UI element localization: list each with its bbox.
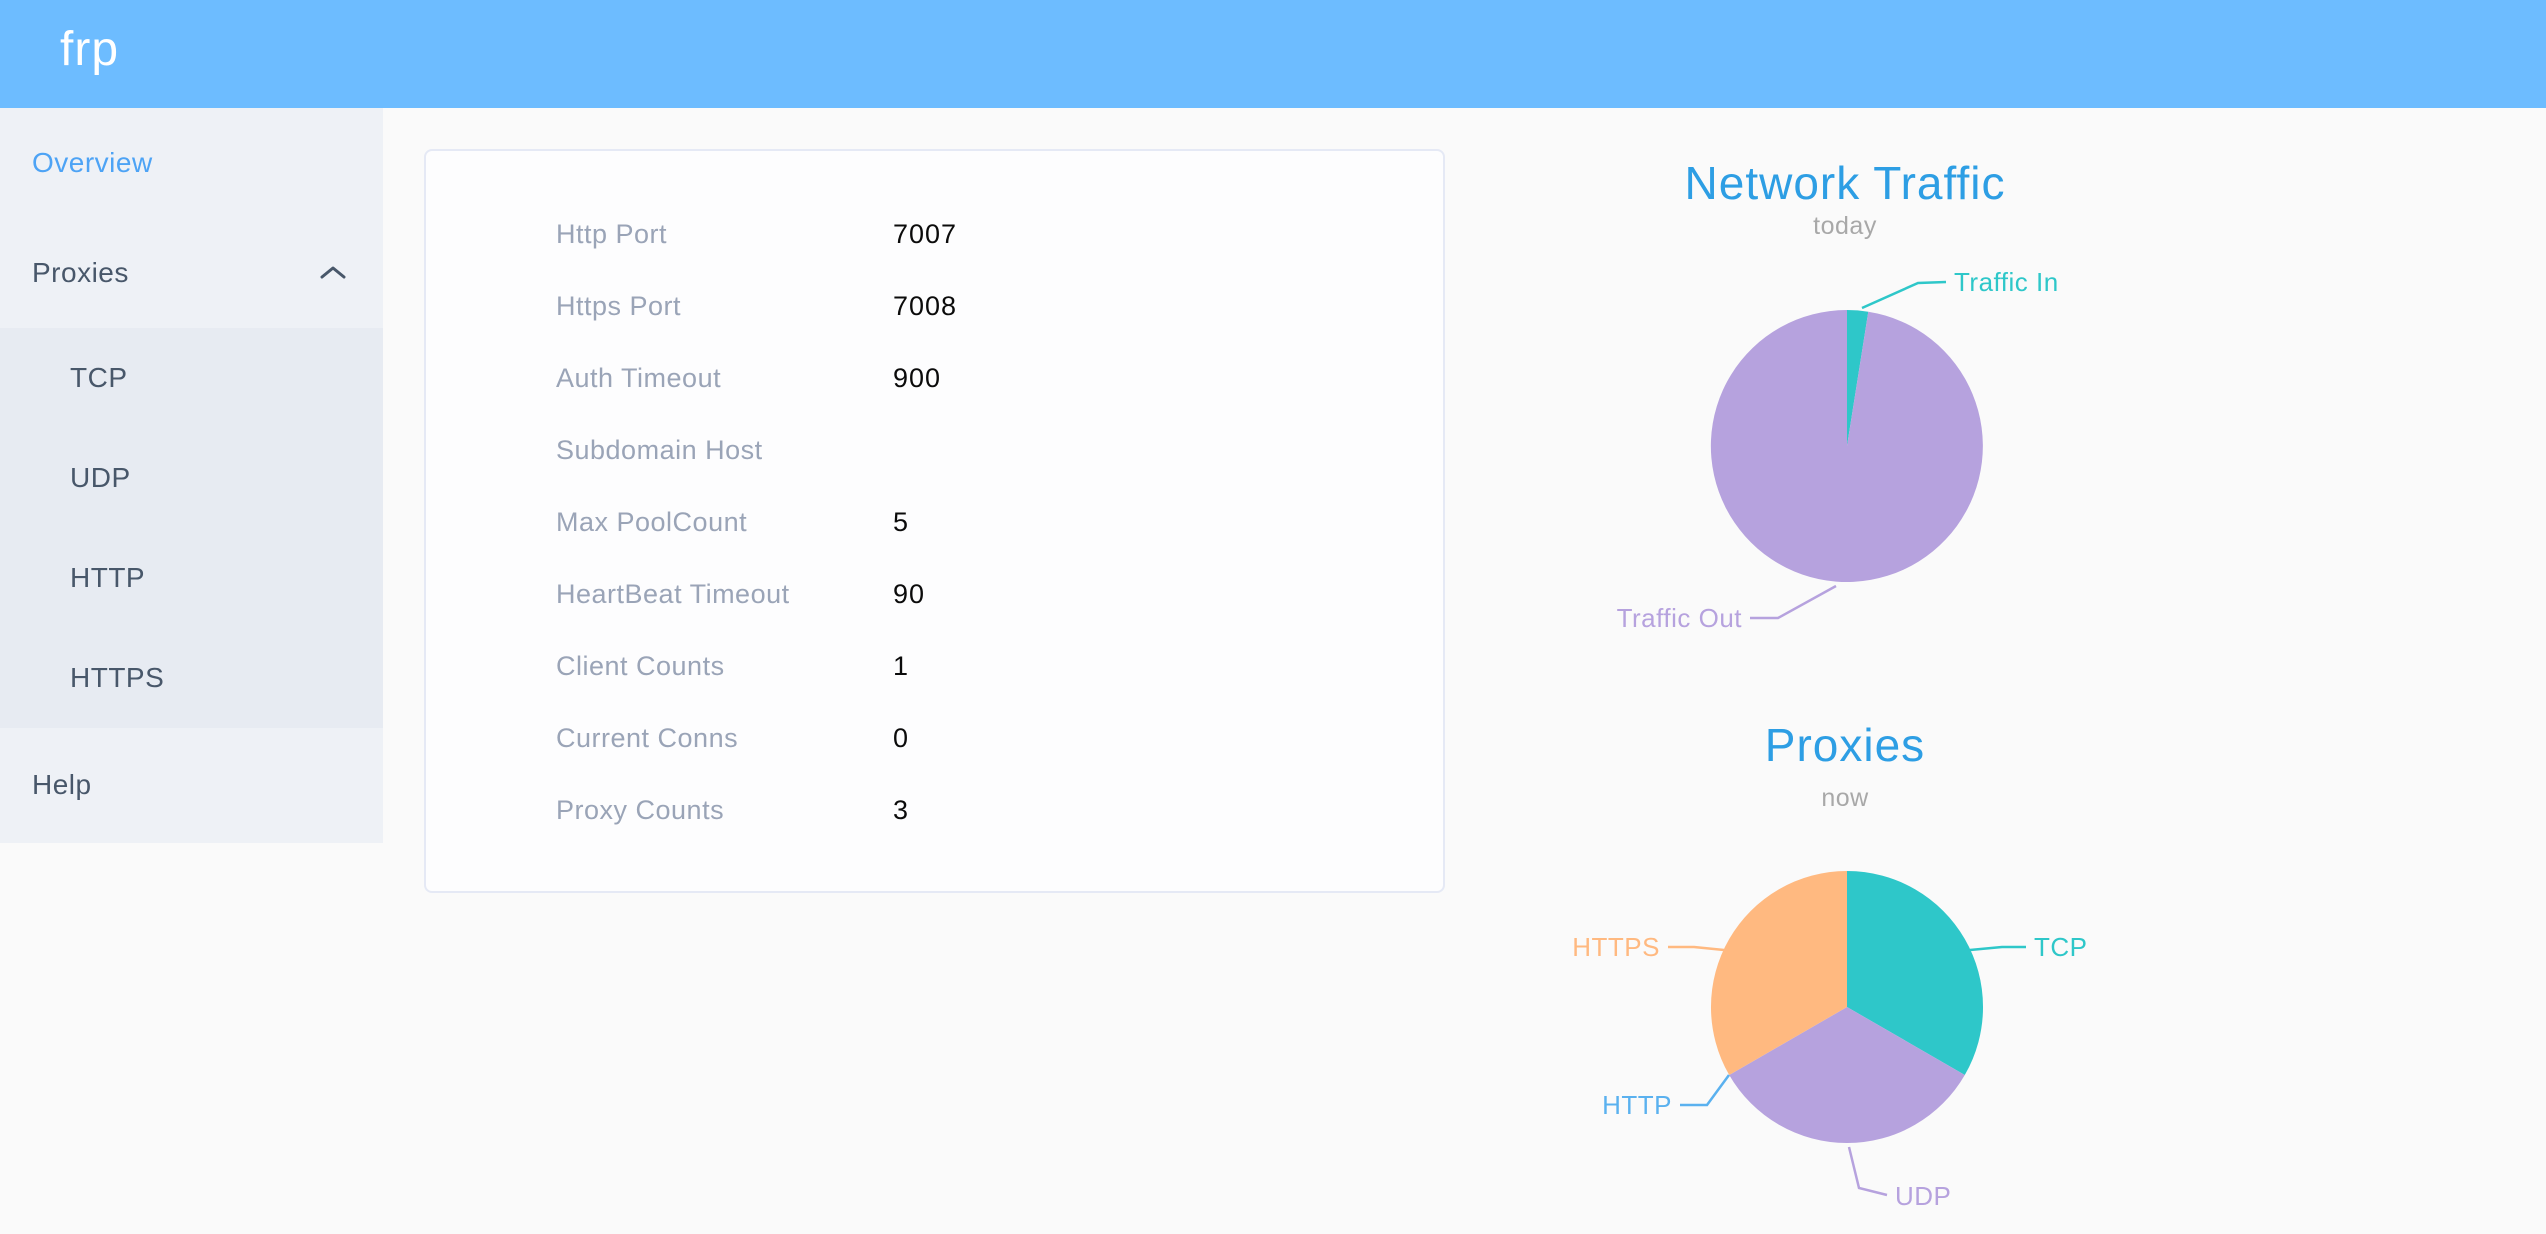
sidebar-item-proxies[interactable]: Proxies	[0, 218, 383, 328]
server-info-card: Http Port 7007 Https Port 7008 Auth Timeout 9…	[424, 149, 1445, 893]
label-leader-line	[1750, 584, 1837, 620]
info-label: HeartBeat Timeout	[556, 579, 790, 609]
table-row: Proxy Counts 3	[426, 774, 1443, 846]
slice-label: Traffic Out	[1617, 603, 1743, 633]
sidebar-item-http[interactable]: HTTP	[70, 562, 146, 593]
info-value: 90	[893, 579, 926, 609]
sidebar-item-proxies-label: Proxies	[32, 257, 129, 288]
app-logo: frp	[60, 23, 120, 76]
pie-slice-traffic-in[interactable]	[1847, 310, 1869, 446]
label-leader-line	[1847, 1146, 1888, 1197]
table-row: Https Port 7008	[426, 270, 1443, 342]
info-label: Max PoolCount	[556, 507, 748, 537]
info-value: 7007	[893, 219, 958, 249]
info-value: 3	[893, 795, 910, 825]
table-row: Http Port 7007	[426, 198, 1443, 270]
slice-label: UDP	[1895, 1181, 1951, 1211]
info-label: Auth Timeout	[556, 363, 722, 393]
slice-label: TCP	[2034, 932, 2088, 962]
info-label: Proxy Counts	[556, 795, 725, 825]
info-label: Http Port	[556, 219, 668, 249]
label-leader-line	[1680, 1074, 1731, 1107]
pie-slice-tcp[interactable]	[1847, 871, 1984, 1075]
sidebar-item-help[interactable]: Help	[32, 769, 92, 800]
chart-title: Network Traffic	[1684, 157, 2006, 209]
info-value: 1	[893, 651, 910, 681]
table-row: Current Conns 0	[426, 702, 1443, 774]
sidebar: Overview Proxies TCP UDP HTTP HTTPS Help	[0, 108, 383, 843]
network-traffic-chart: Network Traffic today Traffic In Traffic …	[1460, 140, 2230, 680]
info-value: 5	[893, 507, 910, 537]
chart-subtitle: today	[1813, 212, 1877, 240]
slice-label: Traffic In	[1954, 267, 2059, 297]
slice-label: HTTP	[1602, 1090, 1672, 1120]
info-label: Https Port	[556, 291, 682, 321]
pie-slice-udp[interactable]	[1729, 1007, 1965, 1144]
table-row: Subdomain Host	[426, 414, 1443, 486]
chevron-up-icon	[319, 218, 347, 328]
server-info-table: Http Port 7007 Https Port 7008 Auth Timeout 9…	[426, 151, 1443, 846]
network-traffic-pie: Traffic In Traffic Out	[1617, 267, 2059, 633]
slice-label: HTTPS	[1572, 932, 1660, 962]
sidebar-item-udp[interactable]: UDP	[70, 462, 131, 493]
table-row: Client Counts 1	[426, 630, 1443, 702]
info-value: 7008	[893, 291, 958, 321]
chart-title: Proxies	[1764, 719, 1926, 771]
pie-slice-traffic-out[interactable]	[1710, 309, 1983, 582]
chart-subtitle: now	[1821, 784, 1869, 812]
info-label: Subdomain Host	[556, 435, 763, 465]
header: frp	[0, 0, 2546, 108]
sidebar-item-https[interactable]: HTTPS	[70, 662, 165, 693]
proxies-submenu: TCP UDP HTTP HTTPS	[0, 328, 383, 728]
proxies-pie: TCP UDP HTTP HTTPS	[1572, 871, 2088, 1211]
info-value: 0	[893, 723, 910, 753]
label-leader-line	[1861, 280, 1947, 310]
label-leader-line	[1969, 945, 2026, 952]
table-row: Auth Timeout 900	[426, 342, 1443, 414]
sidebar-item-tcp[interactable]: TCP	[70, 362, 128, 393]
proxies-chart: Proxies now TCP UDP HTTP HTTPS	[1460, 700, 2230, 1234]
table-row: Max PoolCount 5	[426, 486, 1443, 558]
info-label: Client Counts	[556, 651, 725, 681]
pie-slice-https[interactable]	[1710, 871, 1847, 1075]
info-value: 900	[893, 363, 942, 393]
info-label: Current Conns	[556, 723, 739, 753]
sidebar-item-overview[interactable]: Overview	[32, 147, 153, 178]
table-row: HeartBeat Timeout 90	[426, 558, 1443, 630]
label-leader-line	[1668, 945, 1725, 952]
